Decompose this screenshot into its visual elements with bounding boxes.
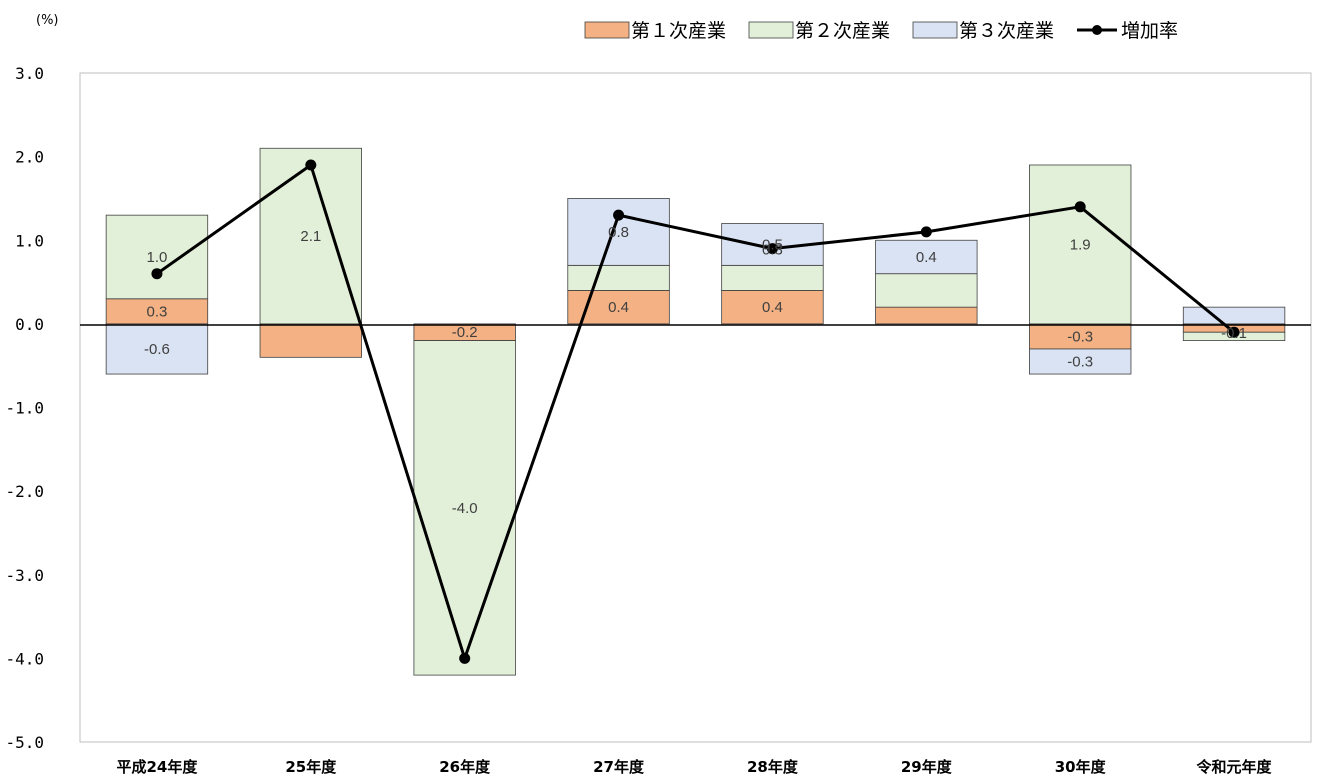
data-label: 0.5 — [762, 236, 783, 253]
y-tick-label: 0.0 — [15, 315, 44, 334]
data-label: 0.3 — [147, 303, 168, 320]
bar-segment — [875, 239, 978, 275]
x-axis: 平成24年度 25年度 26年度 27年度 28年度 29年度 30年度 令和元年度 — [117, 758, 1273, 776]
data-label: 1.0 — [147, 249, 168, 266]
x-tick-label: 令和元年度 — [1197, 758, 1273, 776]
x-tick-label: 平成24年度 — [117, 758, 199, 776]
bar-segment — [259, 323, 362, 358]
bar-segment — [1029, 348, 1132, 375]
bar-segment — [1029, 164, 1132, 325]
data-label: -0.3 — [1067, 328, 1093, 345]
bar-segment — [105, 214, 209, 300]
legend-label: 増加率 — [1121, 20, 1178, 42]
growth-rate-point — [305, 159, 317, 171]
bar-segment — [259, 147, 362, 325]
y-tick-label: 3.0 — [15, 64, 44, 83]
y-tick-label: 2.0 — [15, 148, 44, 167]
legend-label: 第２次産業 — [795, 20, 890, 42]
x-tick-label: 26年度 — [439, 758, 491, 776]
data-label: -0.3 — [1067, 354, 1093, 371]
legend-swatch — [912, 21, 958, 39]
y-tick-label: -5.0 — [5, 733, 44, 752]
bar-segment — [875, 306, 978, 325]
data-label: 2.1 — [300, 228, 321, 245]
bar-segment — [1182, 306, 1286, 325]
y-tick-label: -4.0 — [5, 649, 44, 668]
data-label: 0.8 — [608, 224, 629, 241]
data-label: 0.4 — [608, 299, 629, 316]
bar-segment — [567, 290, 670, 325]
data-label: 0.4 — [916, 249, 937, 266]
legend-label: 第１次産業 — [631, 20, 726, 42]
growth-rate-point — [151, 268, 163, 280]
growth-rate-point — [459, 652, 471, 664]
y-tick-label: -2.0 — [5, 482, 44, 501]
bar-segment — [875, 273, 978, 308]
x-tick-label: 25年度 — [285, 758, 337, 776]
growth-rate-point — [920, 226, 932, 238]
legend: 第１次産業 第２次産業 第３次産業 増加率 — [584, 20, 1178, 42]
bars — [105, 147, 1286, 676]
legend-swatch — [584, 21, 630, 39]
bar-segment — [1029, 323, 1132, 350]
growth-rate-line — [151, 159, 1240, 664]
bar-segment — [105, 298, 209, 325]
data-label: -0.6 — [144, 341, 170, 358]
data-label: -0.1 — [1221, 325, 1247, 342]
growth-rate-point — [1074, 201, 1086, 213]
data-label: 1.9 — [1070, 236, 1091, 253]
y-tick-label: -3.0 — [5, 566, 44, 585]
legend-line-marker — [1092, 25, 1102, 35]
growth-rate-polyline — [156, 162, 1236, 664]
x-tick-label: 27年度 — [593, 758, 645, 776]
bar-segment — [721, 264, 824, 291]
data-label: -4.0 — [452, 500, 478, 517]
x-tick-label: 28年度 — [747, 758, 799, 776]
bar-segment — [105, 323, 209, 375]
bar-segment — [567, 264, 670, 291]
bar-segment — [413, 340, 516, 676]
x-tick-label: 29年度 — [901, 758, 953, 776]
data-label: -0.2 — [452, 324, 478, 341]
data-label: 0.3 — [762, 242, 783, 259]
data-labels: 0.3 1.0 -0.6 2.1 -0.2 -4.0 0.4 0.8 0.4 0.5 0.4 -0.3… — [144, 224, 1247, 517]
bar-segment — [567, 198, 670, 266]
growth-rate-point — [613, 209, 625, 221]
growth-rate-point — [1228, 326, 1240, 338]
x-tick-label: 30年度 — [1055, 758, 1107, 776]
y-tick-label: -1.0 — [5, 399, 44, 418]
legend-swatch — [748, 21, 794, 39]
growth-rate-point — [766, 243, 778, 255]
y-tick-label: 1.0 — [15, 231, 44, 250]
y-axis: 3.0 2.0 1.0 0.0 -1.0 -2.0 -3.0 -4.0 -5.0 — [5, 64, 44, 752]
legend-label: 第３次産業 — [959, 20, 1054, 42]
y-unit-label: (%) — [36, 13, 59, 28]
bar-segment — [721, 290, 824, 325]
data-label: 0.4 — [762, 299, 783, 316]
